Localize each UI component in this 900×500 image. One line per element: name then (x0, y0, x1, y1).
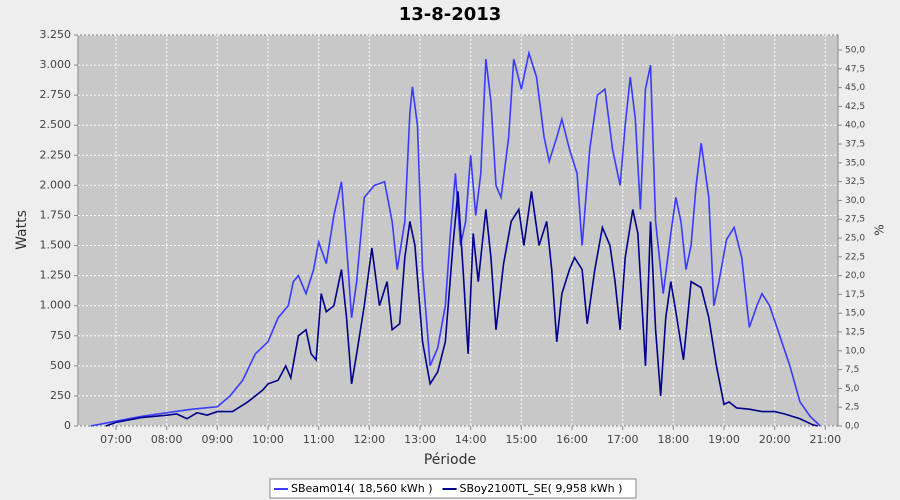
y2-tick-label: 47,5 (845, 64, 865, 74)
y-tick-label: 1.750 (40, 208, 72, 221)
y2-tick-label: 42,5 (845, 102, 865, 112)
y2-tick-label: 27,5 (845, 215, 865, 225)
y-tick-label: 0 (64, 419, 71, 432)
x-tick-label: 12:00 (353, 433, 385, 446)
x-tick-label: 10:00 (252, 433, 284, 446)
x-tick-label: 07:00 (100, 433, 132, 446)
x-tick-label: 11:00 (303, 433, 335, 446)
y-tick-label: 250 (50, 389, 71, 402)
y-tick-label: 2.250 (40, 148, 72, 161)
y2-tick-label: 12,5 (845, 328, 865, 338)
x-tick-label: 09:00 (201, 433, 233, 446)
y2-tick-label: 32,5 (845, 177, 865, 187)
series-line (105, 191, 818, 427)
y2-tick-label: 30,0 (845, 196, 865, 206)
y2-tick-label: 7,5 (845, 365, 859, 375)
y-tick-label: 1.250 (40, 269, 72, 282)
x-tick-label: 18:00 (657, 433, 689, 446)
x-tick-label: 08:00 (151, 433, 183, 446)
y2-tick-label: 40,0 (845, 121, 865, 131)
y-axis-label: Watts (14, 210, 30, 250)
x-tick-label: 17:00 (607, 433, 639, 446)
y-tick-label: 2.750 (40, 88, 72, 101)
legend-label: SBeam014( 18,560 kWh ) (291, 482, 433, 495)
y2-tick-label: 37,5 (845, 140, 865, 150)
y2-tick-label: 35,0 (845, 158, 865, 168)
plot-area (77, 34, 839, 427)
y2-tick-label: 20,0 (845, 271, 865, 281)
series-line (90, 49, 821, 427)
y2-tick-label: 15,0 (845, 309, 865, 319)
y-tick-label: 750 (50, 329, 71, 342)
y-tick-label: 1.500 (40, 239, 72, 252)
x-tick-label: 20:00 (759, 433, 791, 446)
y2-tick-label: 17,5 (845, 290, 865, 300)
y2-tick-label: 22,5 (845, 252, 865, 262)
x-axis-label: Période (424, 452, 476, 468)
x-tick-label: 21:00 (809, 433, 841, 446)
y-tick-label: 500 (50, 359, 71, 372)
y2-tick-label: 10,0 (845, 346, 865, 356)
y-tick-label: 3.000 (40, 58, 72, 71)
y2-tick-label: 0,0 (845, 422, 860, 432)
y-tick-label: 3.250 (40, 28, 72, 41)
y2-tick-label: 2,5 (845, 403, 859, 413)
x-tick-label: 16:00 (556, 433, 588, 446)
y2-tick-label: 5,0 (845, 384, 860, 394)
y2-axis-label: % (873, 224, 887, 235)
legend-label: SBoy2100TL_SE( 9,958 kWh ) (460, 482, 623, 495)
y2-tick-label: 25,0 (845, 234, 865, 244)
y2-tick-label: 45,0 (845, 83, 865, 93)
y-tick-label: 2.500 (40, 118, 72, 131)
chart-title: 13-8-2013 (399, 4, 502, 25)
x-tick-label: 14:00 (455, 433, 487, 446)
y-tick-label: 2.000 (40, 178, 72, 191)
y-tick-label: 1.000 (40, 299, 72, 312)
x-tick-label: 15:00 (505, 433, 537, 446)
x-tick-label: 13:00 (404, 433, 436, 446)
y2-tick-label: 50,0 (845, 46, 865, 56)
x-tick-label: 19:00 (708, 433, 740, 446)
